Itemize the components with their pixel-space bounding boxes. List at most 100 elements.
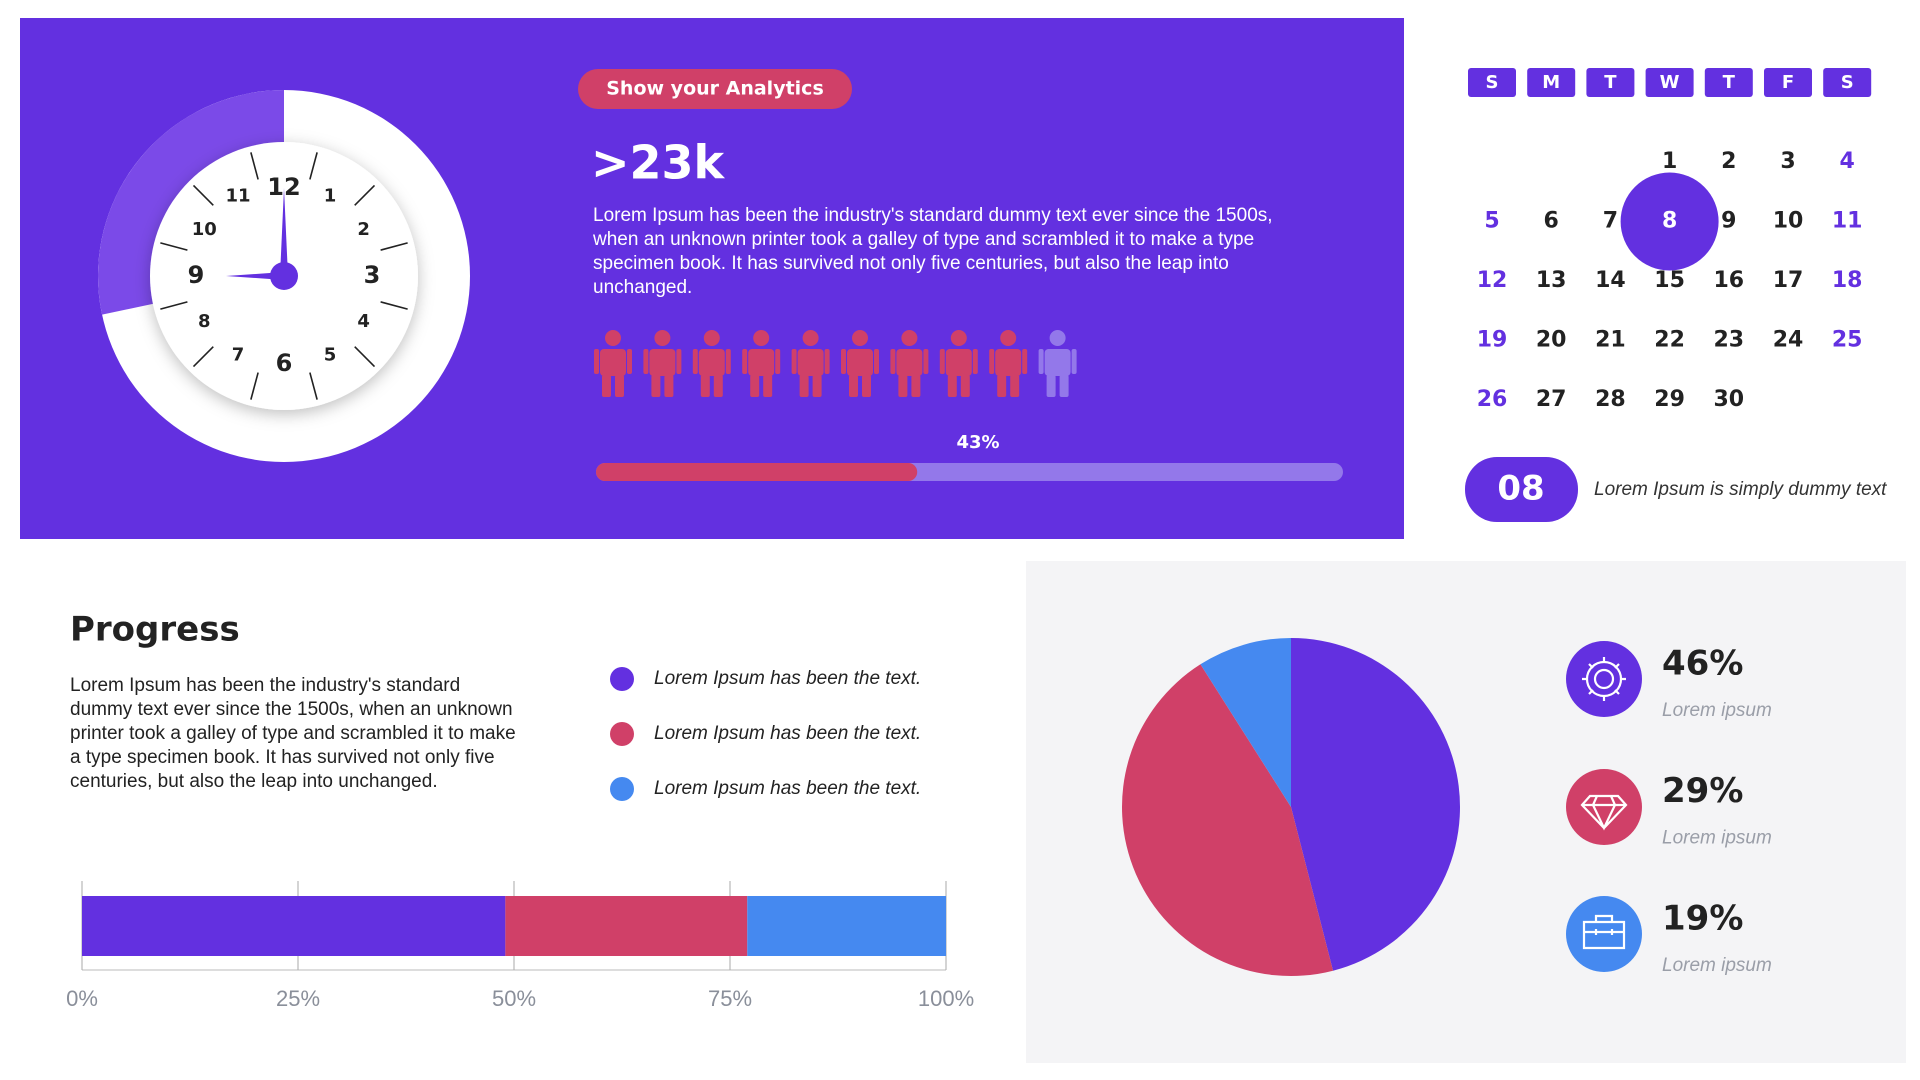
diamond-icon [1580, 794, 1628, 831]
clock-tick [354, 346, 376, 368]
person-arm [676, 349, 682, 374]
calendar-day: 30 [1713, 387, 1744, 412]
legend-dot [610, 667, 634, 691]
pie-slice [1122, 664, 1334, 976]
clock-number: 2 [357, 219, 370, 240]
weekday: F [1782, 72, 1794, 93]
calendar-day: 17 [1773, 268, 1804, 293]
person-head [703, 330, 720, 346]
progress-title: Progress [70, 610, 240, 650]
calendar-day: 12 [1477, 268, 1508, 293]
weekday: S [1486, 72, 1499, 93]
person-leg [862, 375, 871, 397]
person-leg [799, 375, 809, 397]
person-body [797, 349, 824, 376]
person-body [698, 349, 725, 376]
clock-tick [380, 242, 408, 251]
weekday: W [1660, 72, 1680, 93]
person-leg [700, 375, 710, 397]
x-tick-label: 100% [918, 986, 974, 1011]
person-leg [750, 375, 760, 397]
calendar-day: 8 [1662, 209, 1677, 234]
person-body [896, 349, 923, 376]
calendar-day: 9 [1721, 209, 1736, 234]
clock-number: 5 [324, 345, 337, 366]
stat-value: 46% [1662, 644, 1743, 684]
clock-tick [309, 152, 318, 180]
icon-bg [1566, 769, 1642, 845]
person-icon [742, 330, 781, 397]
person-leg [1059, 375, 1069, 397]
person-icon [841, 330, 879, 397]
person-icon [594, 330, 632, 397]
clock-number: 4 [357, 311, 370, 332]
progress-label: 43% [956, 432, 999, 453]
clock-number: 8 [198, 311, 211, 332]
calendar-day: 6 [1544, 209, 1559, 234]
calendar-day: 13 [1536, 268, 1567, 293]
minute-hand [280, 188, 288, 276]
person-arm [841, 349, 846, 374]
person-arm [989, 349, 995, 374]
person-head [950, 330, 967, 346]
weekday: M [1542, 72, 1560, 93]
clock-tick [309, 372, 318, 400]
date-badge-bg [1465, 457, 1578, 522]
calendar-day: 28 [1595, 387, 1626, 412]
progress-text: Lorem Ipsum has been the industry's stan… [70, 675, 516, 792]
person-arm [874, 349, 879, 374]
person-leg [849, 375, 858, 397]
pie-slice [1291, 638, 1460, 971]
clock-number: 10 [192, 219, 217, 240]
badge: Show your Analytics [606, 78, 824, 100]
person-icon [643, 330, 682, 397]
clock-number: 11 [225, 185, 250, 206]
legend-label: Lorem Ipsum has been the text. [654, 723, 921, 744]
person-arm [725, 349, 731, 374]
pie-slice [1200, 638, 1291, 807]
legend-label: Lorem Ipsum has been the text. [654, 668, 921, 689]
person-leg [898, 375, 908, 397]
person-icon [692, 330, 731, 397]
clock-tick [354, 184, 376, 206]
date-badge: 08 [1497, 469, 1544, 509]
person-body [1044, 349, 1071, 376]
person-leg [615, 375, 624, 397]
person-body [649, 349, 676, 376]
person-icon [1038, 330, 1077, 397]
legend-dot [610, 777, 634, 801]
gear-icon-core [1593, 668, 1615, 690]
calendar-day: 19 [1477, 328, 1508, 353]
calendar-day: 18 [1832, 268, 1863, 293]
bar-segment [747, 896, 946, 956]
person-head [901, 330, 918, 346]
clock-tick [192, 184, 214, 206]
calendar-day: 25 [1832, 328, 1863, 353]
briefcase-icon [1582, 914, 1626, 950]
x-tick-label: 25% [276, 986, 320, 1011]
person-leg [911, 375, 921, 397]
person-leg [960, 375, 970, 397]
weekday-box [1468, 68, 1516, 97]
person-body [995, 349, 1022, 376]
weekday: T [1604, 72, 1617, 93]
person-arm [643, 349, 649, 374]
x-tick-label: 0% [66, 986, 98, 1011]
headline: >23k [591, 136, 726, 190]
clock-center [270, 262, 298, 290]
person-icon [939, 330, 978, 397]
icon-bg [1566, 641, 1642, 717]
person-icon [890, 330, 929, 397]
person-arm [775, 349, 781, 374]
person-leg [763, 375, 773, 397]
person-leg [713, 375, 723, 397]
hour-hand [226, 272, 284, 280]
person-arm [791, 349, 797, 374]
person-arm [742, 349, 748, 374]
calendar-day: 15 [1654, 268, 1685, 293]
person-head [1049, 330, 1066, 346]
calendar-day: 16 [1713, 268, 1744, 293]
person-head [1000, 330, 1017, 346]
calendar-day: 2 [1721, 149, 1736, 174]
